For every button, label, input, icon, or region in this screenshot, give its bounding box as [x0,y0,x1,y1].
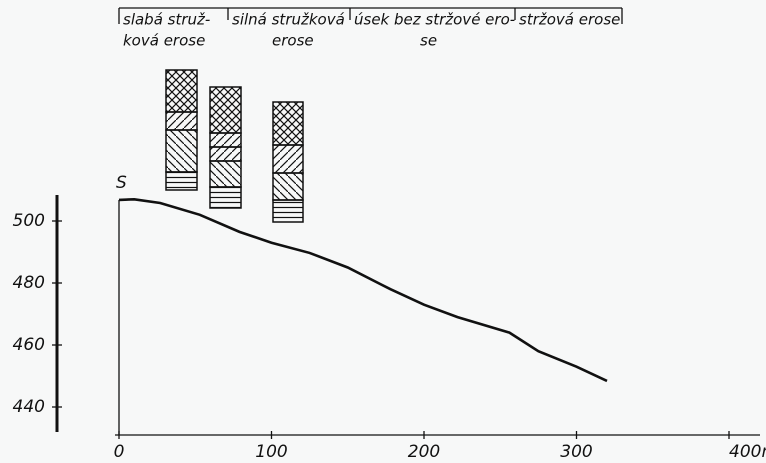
zone-bracket: slabá struž-ková erose silná stružková ero… [119,8,622,50]
chart: slabá struž-ková erose silná stružková ero… [0,0,766,463]
zone-label: slabá struž- [123,11,210,29]
y-tick-label: 440 [13,397,45,417]
zone-label: erose [272,32,314,50]
x-tick-label: 100 [255,442,287,462]
y-tick-label: 480 [13,273,45,293]
zone-label: úsek bez stržové ero- [354,11,515,29]
y-tick-label: 460 [13,335,45,355]
zone-label: silná stružková [232,11,345,29]
zone-label: ková erose [123,32,205,50]
page: slabá struž-ková erose silná stružková ero… [0,0,766,463]
soil-columns [166,70,303,222]
annotation: S [116,173,127,193]
x-tick-label: 0 [114,442,125,462]
y-tick-label: 500 [13,211,45,231]
x-tick-label: 200 [408,442,440,462]
x-tick-label: 400m [729,442,766,462]
zone-label: stržová erose [519,11,620,29]
x-tick-label: 300 [560,442,592,462]
zone-label: se [420,32,437,50]
profile-line [119,199,607,381]
